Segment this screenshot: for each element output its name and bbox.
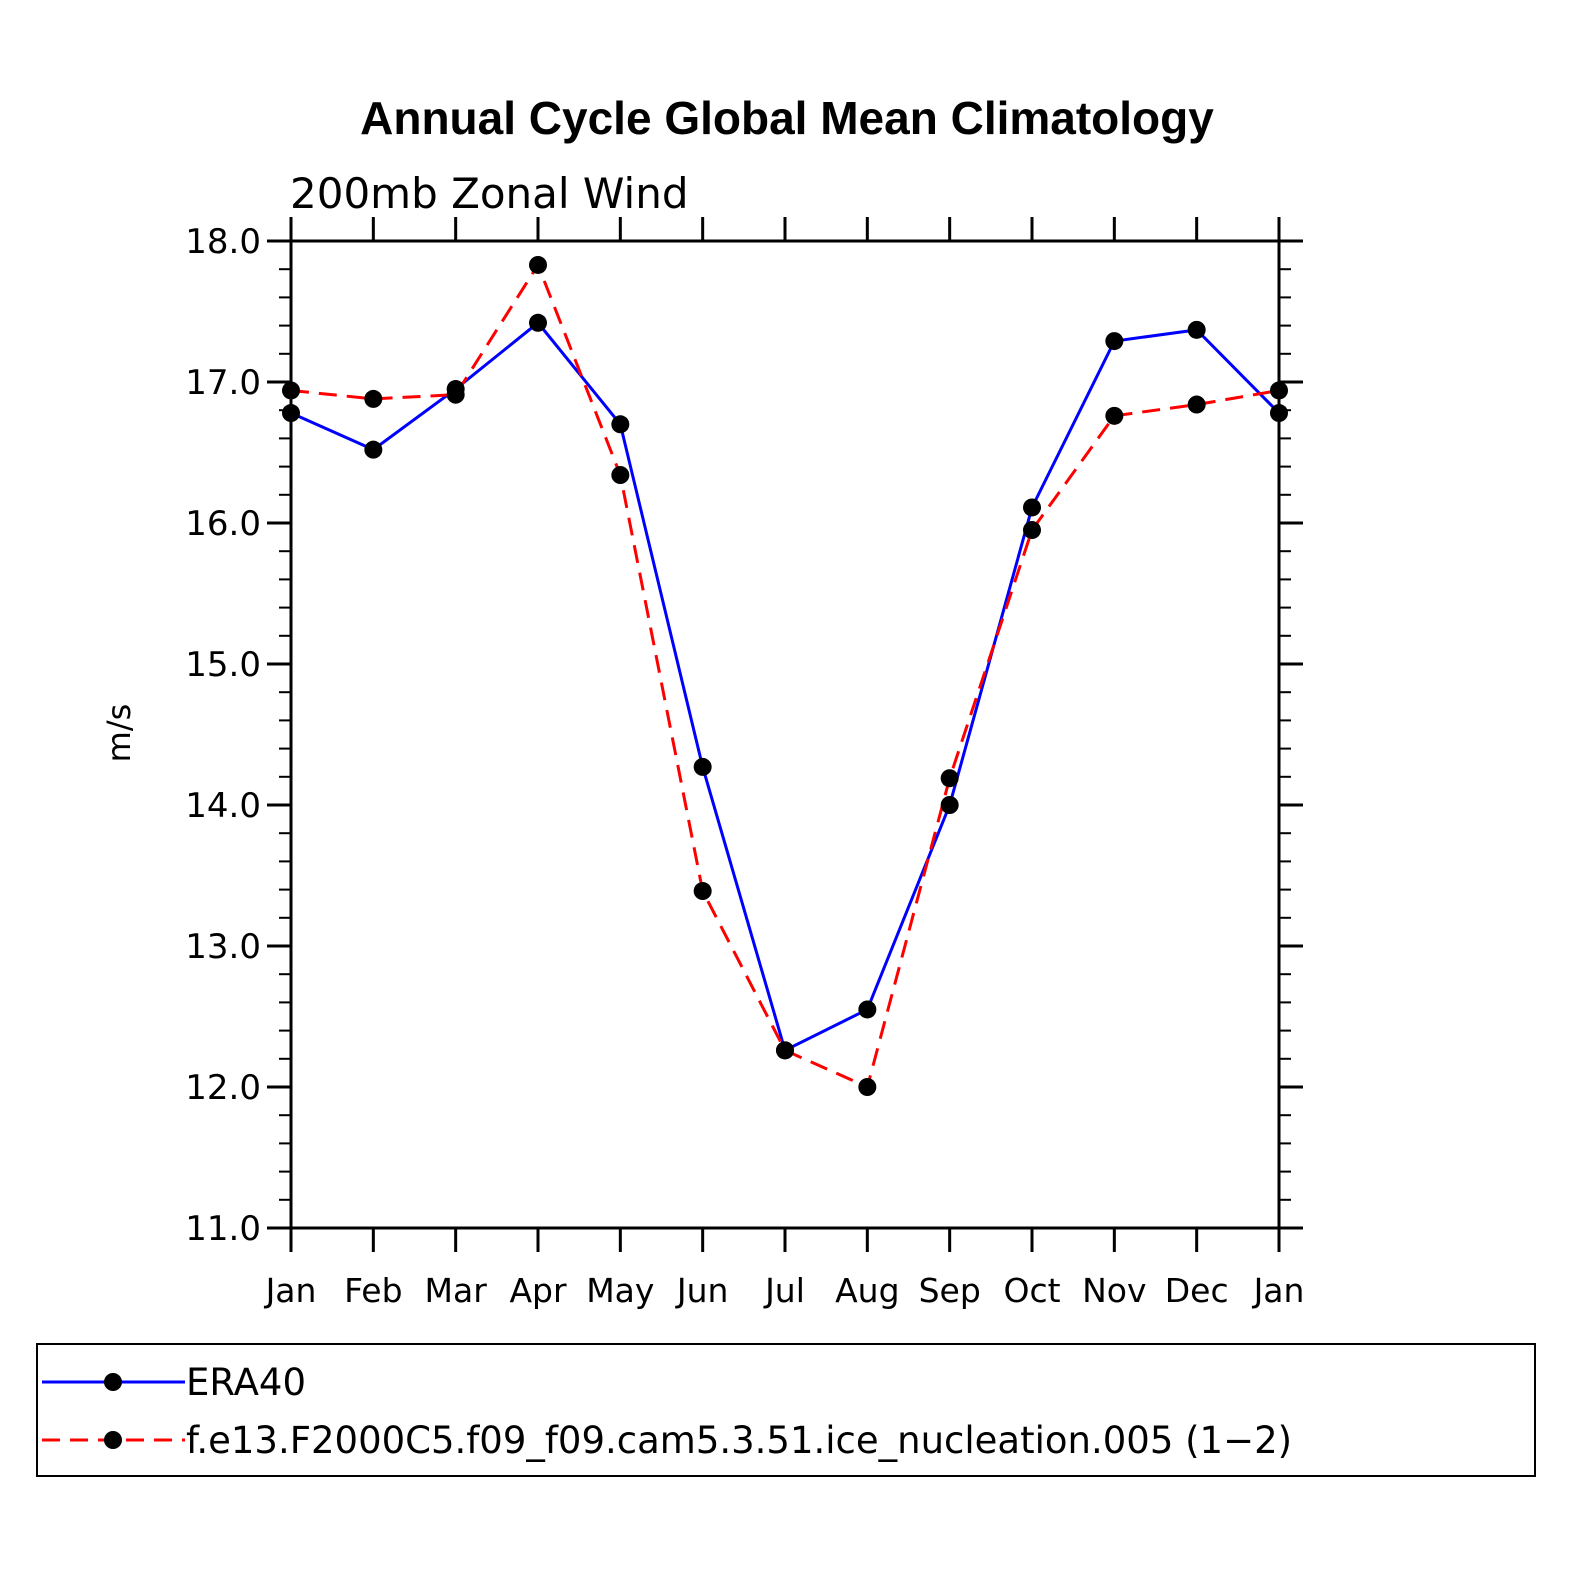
data-point-series-1 [940,769,959,788]
axis-ticks [267,217,1303,1252]
series-layer [282,255,1288,1096]
data-point-series-1 [1023,521,1041,540]
y-tick-label: 11.0 [185,1209,261,1249]
data-point-series-0 [940,796,959,814]
x-tick-label: Feb [344,1271,402,1310]
data-point-series-1 [858,1078,877,1096]
series-line-0 [290,320,1281,1053]
data-point-series-0 [611,415,630,434]
data-point-series-0 [364,440,383,459]
y-tick-label: 15.0 [185,645,261,685]
x-tick-labels: Jan Feb Mar Apr May Jun Jul Aug Sep Oct Nov Dec Jan [264,1271,1305,1310]
legend-marker-model [104,1431,122,1449]
data-point-series-0 [1023,498,1041,517]
y-tick-label: 17.0 [185,363,261,403]
data-point-series-0 [1187,320,1206,339]
data-point-series-0 [1270,404,1288,423]
data-point-series-1 [693,882,712,901]
x-tick-label: Jan [264,1271,317,1310]
x-tick-label: Mar [425,1271,488,1310]
x-tick-label: Aug [835,1271,899,1310]
y-tick-label: 14.0 [185,786,261,826]
legend-marker-era40 [104,1373,122,1391]
data-point-series-0 [693,757,712,776]
y-tick-label: 13.0 [185,927,261,967]
y-tick-label: 12.0 [185,1068,261,1108]
x-tick-label: Nov [1082,1271,1146,1310]
data-point-series-1 [1270,381,1288,400]
x-tick-label: Jul [763,1271,805,1310]
chart-subtitle: 200mb Zonal Wind [290,169,689,218]
data-point-series-1 [364,389,383,408]
data-point-series-1 [529,255,547,274]
plot-frame [289,239,1281,1230]
x-tick-label: Sep [919,1271,981,1310]
y-axis-label: m/s [100,704,138,763]
data-point-series-0 [529,313,547,332]
legend-label-model: f.e13.F2000C5.f09_f09.cam5.3.51.ice_nucl… [186,1419,1292,1462]
y-tick-labels: 11.0 12.0 13.0 14.0 15.0 16.0 17.0 18.0 [185,222,261,1249]
data-point-series-0 [282,404,300,423]
data-point-series-1 [776,1041,794,1060]
data-point-series-0 [1105,332,1124,351]
data-point-series-1 [611,466,630,485]
x-tick-label: Jan [1252,1271,1305,1310]
data-point-series-1 [1105,406,1124,425]
y-tick-label: 18.0 [185,222,261,262]
x-tick-label: Jun [675,1271,729,1310]
data-point-series-1 [1187,395,1206,414]
legend-box [36,1343,1536,1477]
x-tick-label: Apr [509,1271,567,1310]
x-tick-label: Oct [1003,1271,1060,1310]
series-line-1 [290,261,1280,1090]
legend: ERA40 f.e13.F2000C5.f09_f09.cam5.3.51.ic… [36,1343,1536,1477]
x-tick-label: May [586,1271,654,1310]
chart-title: Annual Cycle Global Mean Climatology [360,92,1214,144]
x-tick-label: Dec [1165,1271,1229,1310]
y-tick-label: 16.0 [185,504,261,544]
data-point-series-0 [858,1000,877,1019]
legend-label-era40: ERA40 [186,1361,306,1404]
data-point-series-1 [282,381,300,400]
data-point-series-1 [446,385,465,404]
